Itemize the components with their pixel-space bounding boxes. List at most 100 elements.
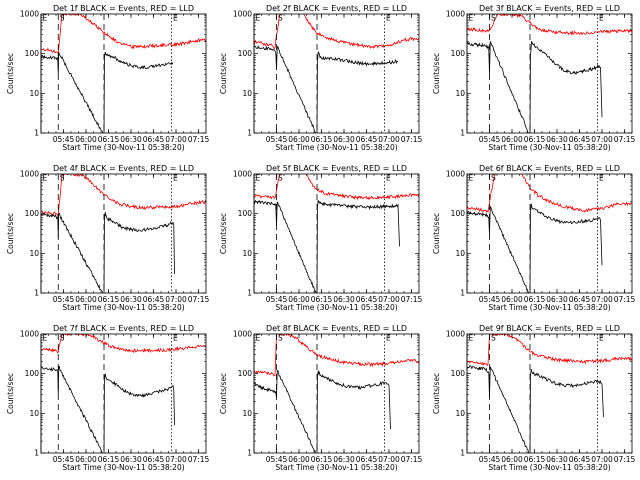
chart-title: Det 9f BLACK = Events, RED = LLD [479,324,620,333]
detector-panel: E S E 1 10 100 1000 05:45 06:00 06:15 06:30 06:45 07… [0,0,213,160]
y-tick-label: 1000 [446,10,465,19]
x-tick-label: 05:45 [479,455,501,464]
y-tick-label: 1 [460,289,465,298]
y-tick-label: 10 [29,89,39,98]
y-axis-label: Counts/sec [432,213,441,254]
x-tick-label: 07:15 [188,455,210,464]
x-tick-label: 06:45 [143,455,165,464]
x-tick-label: 07:15 [188,295,210,304]
event-marker-label: E [43,334,48,343]
lld-series-line [254,174,419,201]
x-tick-label: 07:00 [591,295,613,304]
y-tick-label: 100 [451,209,466,218]
y-tick-label: 10 [29,249,39,258]
y-tick-label: 1 [460,449,465,458]
x-tick-label: 07:15 [401,295,423,304]
x-tick-label: 06:15 [524,295,546,304]
event-marker-label: E [469,174,474,183]
x-tick-label: 06:15 [311,455,333,464]
x-tick-label: 06:45 [356,455,378,464]
x-tick-label: 06:45 [143,295,165,304]
x-tick-label: 06:30 [333,455,355,464]
event-marker-label: S [60,174,65,183]
event-marker-label: S [491,174,496,183]
event-marker-label: E [469,334,474,343]
y-axis-label: Counts/sec [219,213,228,254]
y-tick-label: 1 [460,129,465,138]
detector-panel: E S E 1 10 100 1000 05:45 06:00 06:15 06:30 06:45 07… [213,320,426,480]
y-axis-label: Counts/sec [432,53,441,94]
detector-panel: E S E 1 10 100 1000 05:45 06:00 06:15 06:30 06:45 07… [426,320,639,480]
plot-frame [253,173,420,294]
x-tick-label: 06:45 [356,295,378,304]
event-marker-label: S [491,14,496,23]
y-tick-label: 100 [25,209,40,218]
lld-series-line [41,14,206,56]
y-tick-label: 10 [455,249,465,258]
detector-panel: E S E 1 10 100 1000 05:45 06:00 06:15 06:30 06:45 07… [0,160,213,320]
detector-panel: E S E 1 10 100 1000 05:45 06:00 06:15 06:30 06:45 07… [426,0,639,160]
x-axis-label: Start Time (30-Nov-11 05:38:20) [275,143,397,152]
y-tick-label: 10 [242,409,252,418]
event-marker-label: S [278,174,283,183]
x-tick-label: 06:00 [501,135,523,144]
x-tick-label: 06:30 [120,135,142,144]
chart-title: Det 2f BLACK = Events, RED = LLD [266,4,407,13]
lld-series-line [254,14,419,50]
events-series-line [254,45,399,133]
x-tick-label: 06:15 [98,135,120,144]
event-marker-label: E [599,334,604,343]
x-tick-label: 07:00 [378,295,400,304]
x-tick-label: 06:15 [311,135,333,144]
y-axis-label: Counts/sec [219,53,228,94]
lld-series-line [467,14,632,36]
x-tick-label: 07:00 [378,455,400,464]
lld-series-line [467,174,632,214]
x-tick-label: 05:45 [53,455,75,464]
x-tick-label: 06:00 [75,295,97,304]
event-marker-label: E [256,334,261,343]
event-marker-label: S [278,334,283,343]
plot-frame [466,173,633,294]
y-tick-label: 100 [238,49,253,58]
events-series-line [467,203,603,293]
events-series-line [41,211,175,293]
x-axis-label: Start Time (30-Nov-11 05:38:20) [488,143,610,152]
event-marker-label: S [491,334,496,343]
event-marker-label: E [599,14,604,23]
y-tick-label: 100 [238,369,253,378]
y-tick-label: 100 [451,369,466,378]
x-tick-label: 06:30 [546,295,568,304]
event-marker-label: E [386,14,391,23]
x-tick-label: 06:30 [546,135,568,144]
event-marker-label: S [60,334,65,343]
x-axis-label: Start Time (30-Nov-11 05:38:20) [275,303,397,312]
y-tick-label: 100 [238,209,253,218]
x-tick-label: 06:45 [569,135,591,144]
y-tick-label: 1 [34,449,39,458]
y-tick-label: 1000 [233,330,252,339]
x-tick-label: 07:15 [614,295,636,304]
event-marker-label: E [256,14,261,23]
event-marker-label: E [173,14,178,23]
y-tick-label: 10 [455,89,465,98]
x-tick-label: 06:45 [356,135,378,144]
x-tick-label: 06:30 [120,295,142,304]
lld-series-line [41,334,206,354]
event-marker-label: E [599,174,604,183]
x-tick-label: 05:45 [266,455,288,464]
detector-panel: E S E 1 10 100 1000 05:45 06:00 06:15 06:30 06:45 07… [0,320,213,480]
event-marker-label: E [173,334,178,343]
x-tick-label: 07:00 [165,135,187,144]
x-tick-label: 06:15 [524,455,546,464]
chart-title: Det 8f BLACK = Events, RED = LLD [266,324,407,333]
x-tick-label: 07:00 [591,455,613,464]
x-axis-label: Start Time (30-Nov-11 05:38:20) [488,303,610,312]
x-tick-label: 06:45 [143,135,165,144]
y-tick-label: 100 [451,49,466,58]
